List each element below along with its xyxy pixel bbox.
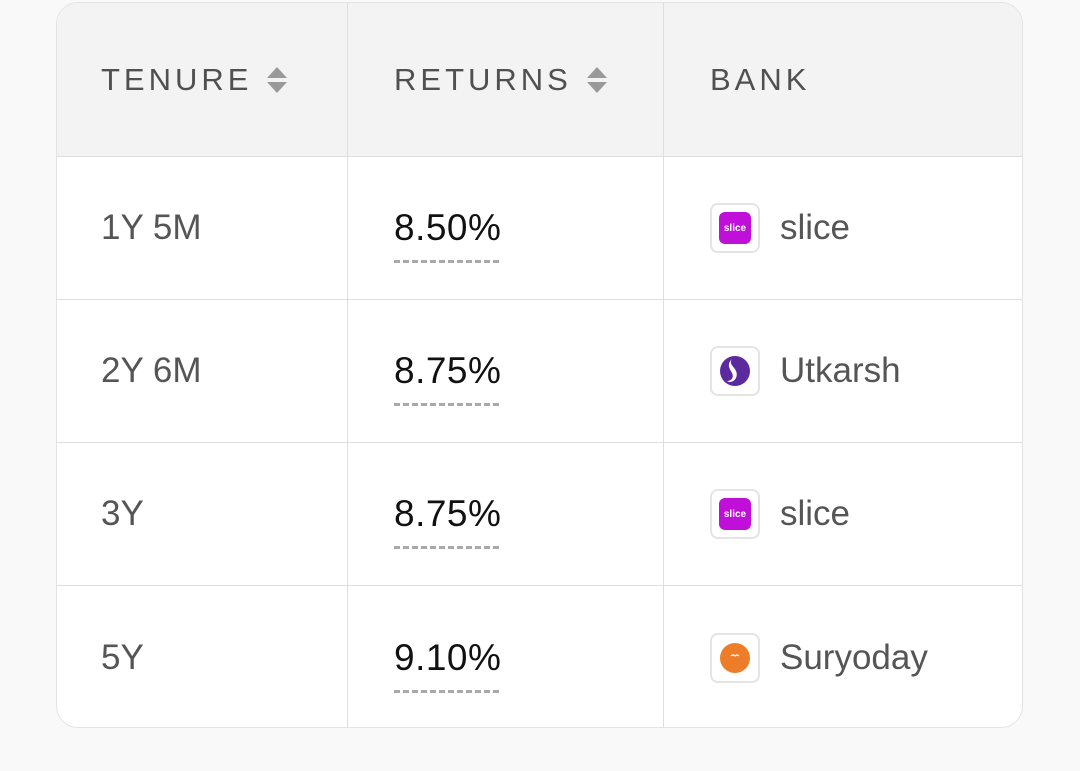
- table-row[interactable]: 2Y 6M 8.75% Utkarsh: [57, 300, 1022, 443]
- tenure-cell: 3Y: [57, 443, 348, 585]
- table-header: TENURE RETURNS BANK: [57, 3, 1022, 157]
- sort-icon[interactable]: [586, 65, 608, 95]
- table-row[interactable]: 1Y 5M 8.50% slice slice: [57, 157, 1022, 300]
- sort-icon[interactable]: [266, 65, 288, 95]
- bank-column-header: BANK: [664, 3, 1022, 156]
- table-row[interactable]: 5Y 9.10% Suryoday: [57, 586, 1022, 727]
- dashed-underline: [394, 546, 500, 549]
- dashed-underline: [394, 689, 500, 693]
- bank-header-label: BANK: [710, 61, 811, 97]
- dashed-underline: [394, 403, 500, 406]
- tenure-column-header[interactable]: TENURE: [57, 3, 348, 156]
- returns-value: 8.50%: [394, 207, 502, 248]
- bank-name: slice: [780, 494, 851, 533]
- returns-cell[interactable]: 8.75%: [348, 443, 664, 585]
- tenure-cell: 5Y: [57, 586, 348, 727]
- tenure-value: 1Y 5M: [101, 208, 202, 247]
- bank-name: Suryoday: [780, 637, 928, 677]
- returns-column-header[interactable]: RETURNS: [348, 3, 664, 156]
- returns-value-link[interactable]: 8.50%: [394, 207, 502, 263]
- bank-cell: slice slice: [664, 157, 1022, 299]
- dashed-underline: [394, 260, 500, 263]
- tenure-value: 5Y: [101, 637, 144, 677]
- tenure-value: 2Y 6M: [101, 351, 202, 390]
- returns-value: 9.10%: [394, 636, 502, 678]
- tenure-header-label: TENURE: [101, 61, 253, 97]
- tenure-cell: 2Y 6M: [57, 300, 348, 442]
- bank-name: Utkarsh: [780, 351, 901, 390]
- returns-cell[interactable]: 9.10%: [348, 586, 664, 727]
- slice-logo-icon: slice: [710, 203, 760, 253]
- suryoday-logo-icon: [710, 632, 760, 683]
- tenure-cell: 1Y 5M: [57, 157, 348, 299]
- returns-value: 8.75%: [394, 350, 502, 391]
- returns-value-link[interactable]: 8.75%: [394, 493, 502, 549]
- slice-logo-text: slice: [719, 212, 751, 244]
- bank-cell: slice slice: [664, 443, 1022, 585]
- table-row[interactable]: 3Y 8.75% slice slice: [57, 443, 1022, 586]
- returns-cell[interactable]: 8.75%: [348, 300, 664, 442]
- returns-cell[interactable]: 8.50%: [348, 157, 664, 299]
- returns-header-label: RETURNS: [394, 61, 572, 97]
- bank-cell: Suryoday: [664, 586, 1022, 727]
- bank-name: slice: [780, 208, 851, 247]
- slice-logo-icon: slice: [710, 489, 760, 539]
- returns-value-link[interactable]: 8.75%: [394, 350, 502, 406]
- slice-logo-text: slice: [719, 498, 751, 530]
- returns-value: 8.75%: [394, 493, 502, 534]
- returns-value-link[interactable]: 9.10%: [394, 636, 502, 693]
- fd-rates-table: TENURE RETURNS BANK 1Y 5M: [56, 2, 1023, 728]
- utkarsh-logo-icon: [710, 346, 760, 396]
- bank-cell: Utkarsh: [664, 300, 1022, 442]
- tenure-value: 3Y: [101, 494, 144, 533]
